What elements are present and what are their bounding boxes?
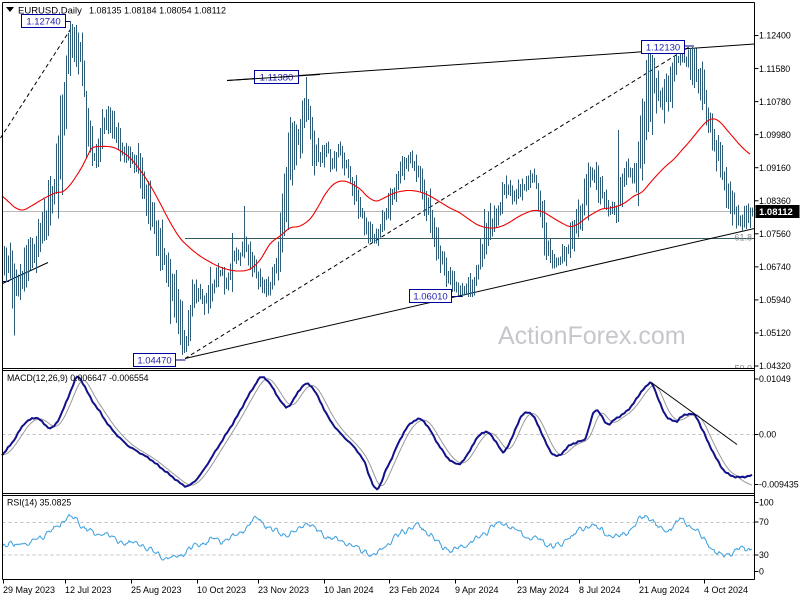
svg-text:1.10780: 1.10780	[759, 97, 791, 107]
svg-text:EURUSD,Daily: EURUSD,Daily	[18, 6, 82, 17]
svg-text:0: 0	[759, 567, 764, 577]
svg-text:1.08360: 1.08360	[759, 196, 791, 206]
svg-text:23 May 2024: 23 May 2024	[517, 585, 569, 595]
svg-text:1.06740: 1.06740	[759, 262, 791, 272]
svg-text:70: 70	[759, 517, 769, 527]
svg-text:23 Feb 2024: 23 Feb 2024	[389, 585, 440, 595]
svg-text:8 Jul 2024: 8 Jul 2024	[579, 585, 621, 595]
svg-text:1.09980: 1.09980	[759, 130, 791, 140]
svg-text:RSI(14) 35.0825: RSI(14) 35.0825	[7, 498, 71, 508]
svg-text:10 Jan 2024: 10 Jan 2024	[324, 585, 374, 595]
svg-text:1.11580: 1.11580	[759, 64, 790, 74]
svg-text:1.04470: 1.04470	[137, 356, 171, 367]
svg-text:1.11380: 1.11380	[260, 73, 294, 84]
svg-text:50.0: 50.0	[734, 364, 752, 374]
svg-text:1.08112: 1.08112	[759, 207, 793, 218]
svg-text:12 Jul 2023: 12 Jul 2023	[65, 585, 112, 595]
svg-text:10 Oct 2023: 10 Oct 2023	[197, 585, 246, 595]
svg-text:9 Apr 2024: 9 Apr 2024	[455, 585, 499, 595]
svg-text:1.06010: 1.06010	[413, 292, 447, 303]
svg-text:1.12130: 1.12130	[646, 43, 680, 54]
svg-text:-0.009435: -0.009435	[759, 480, 799, 490]
svg-text:0.00: 0.00	[759, 430, 776, 440]
svg-text:21 Aug 2024: 21 Aug 2024	[639, 585, 690, 595]
svg-text:1.12740: 1.12740	[26, 17, 60, 28]
svg-text:1.12400: 1.12400	[759, 31, 791, 41]
svg-text:4 Oct 2024: 4 Oct 2024	[704, 585, 748, 595]
svg-text:MACD(12,26,9) 0.006647 -0.0065: MACD(12,26,9) 0.006647 -0.006554	[7, 373, 149, 383]
svg-text:100: 100	[759, 498, 774, 508]
svg-text:1.08135 1.08184 1.08054 1.0811: 1.08135 1.08184 1.08054 1.08112	[89, 6, 226, 16]
svg-text:30: 30	[759, 550, 769, 560]
svg-text:0.01049: 0.01049	[759, 374, 791, 384]
svg-text:ActionForex.com: ActionForex.com	[498, 322, 686, 350]
svg-text:61.8: 61.8	[734, 233, 752, 243]
svg-text:1.05120: 1.05120	[759, 328, 791, 338]
svg-text:25 Aug 2023: 25 Aug 2023	[131, 585, 182, 595]
svg-text:1.04320: 1.04320	[759, 361, 791, 371]
svg-text:29 May 2023: 29 May 2023	[3, 585, 55, 595]
svg-text:1.09160: 1.09160	[759, 163, 791, 173]
svg-text:23 Nov 2023: 23 Nov 2023	[258, 585, 309, 595]
svg-text:1.05940: 1.05940	[759, 295, 791, 305]
svg-text:1.07560: 1.07560	[759, 229, 791, 239]
